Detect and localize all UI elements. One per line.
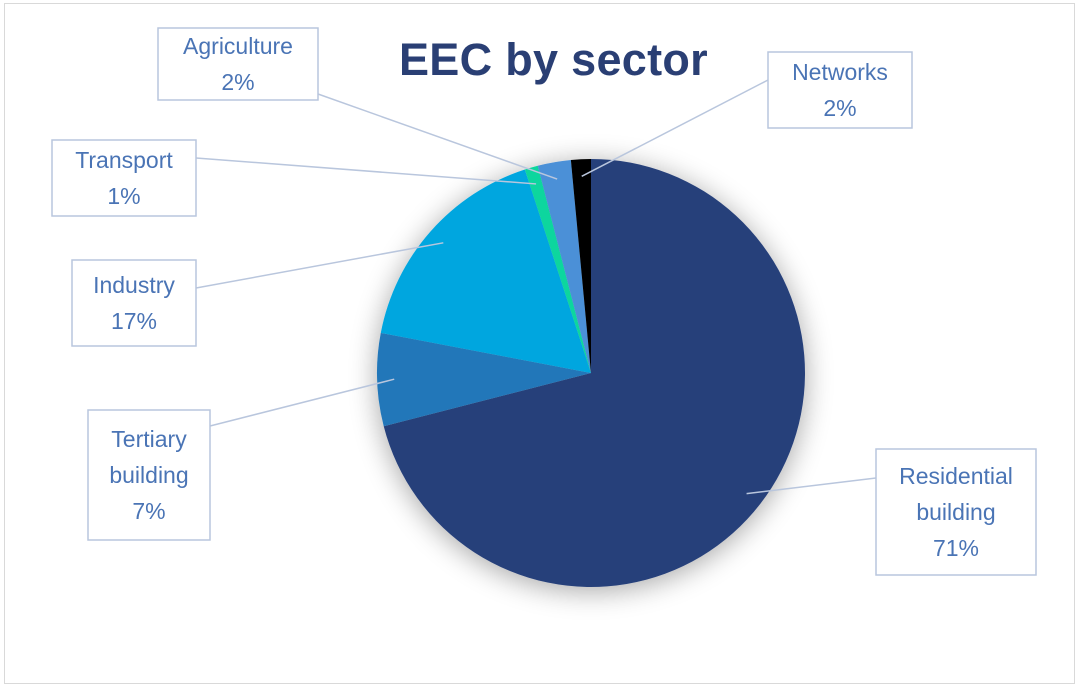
pie-slices bbox=[377, 159, 805, 587]
data-label-category: Agriculture bbox=[183, 33, 293, 59]
data-label-category: Transport bbox=[75, 147, 173, 173]
data-label-category: building bbox=[916, 499, 995, 525]
pie-slice-transport bbox=[524, 165, 591, 373]
leader-line bbox=[746, 477, 877, 495]
data-label-box bbox=[875, 448, 1037, 576]
data-label-networks: Networks 2% bbox=[767, 51, 913, 129]
data-label-category: Residential bbox=[899, 463, 1013, 489]
data-label-percent: 2% bbox=[221, 69, 254, 95]
data-label-percent: 7% bbox=[132, 498, 165, 524]
data-label-percent: 17% bbox=[111, 308, 157, 334]
leader-line bbox=[195, 242, 444, 289]
pie-slice-networks bbox=[570, 159, 591, 373]
data-label-transport: Transport 1% bbox=[51, 139, 197, 217]
data-label-category: building bbox=[109, 462, 188, 488]
data-labels: Residential building 71% Tertiary building 7%… bbox=[51, 27, 1037, 576]
data-label-box bbox=[157, 27, 319, 101]
data-label-category: Networks bbox=[792, 59, 888, 85]
data-label-category: Industry bbox=[93, 272, 175, 298]
data-label-box bbox=[87, 409, 211, 541]
data-label-tertiary-building: Tertiary building 7% bbox=[87, 409, 211, 541]
data-label-agriculture: Agriculture 2% bbox=[157, 27, 319, 101]
pie-slice-tertiary-building bbox=[377, 332, 591, 427]
data-label-category: Tertiary bbox=[111, 426, 187, 452]
leader-lines bbox=[195, 79, 877, 495]
pie-slice-industry bbox=[380, 169, 591, 373]
leader-line bbox=[317, 93, 558, 180]
data-label-percent: 2% bbox=[823, 95, 856, 121]
data-label-percent: 71% bbox=[933, 535, 979, 561]
data-label-residential-building: Residential building 71% bbox=[875, 448, 1037, 576]
leader-line bbox=[195, 157, 537, 185]
data-label-box bbox=[767, 51, 913, 129]
leader-line bbox=[581, 79, 769, 178]
leader-line bbox=[209, 378, 395, 427]
data-label-box bbox=[71, 259, 197, 347]
data-label-industry: Industry 17% bbox=[71, 259, 197, 347]
data-label-percent: 1% bbox=[107, 183, 140, 209]
pie-slice-residential-building bbox=[383, 159, 805, 587]
data-label-box bbox=[51, 139, 197, 217]
pie-slice-agriculture bbox=[537, 159, 591, 373]
chart-title: EEC by sector bbox=[398, 34, 708, 85]
